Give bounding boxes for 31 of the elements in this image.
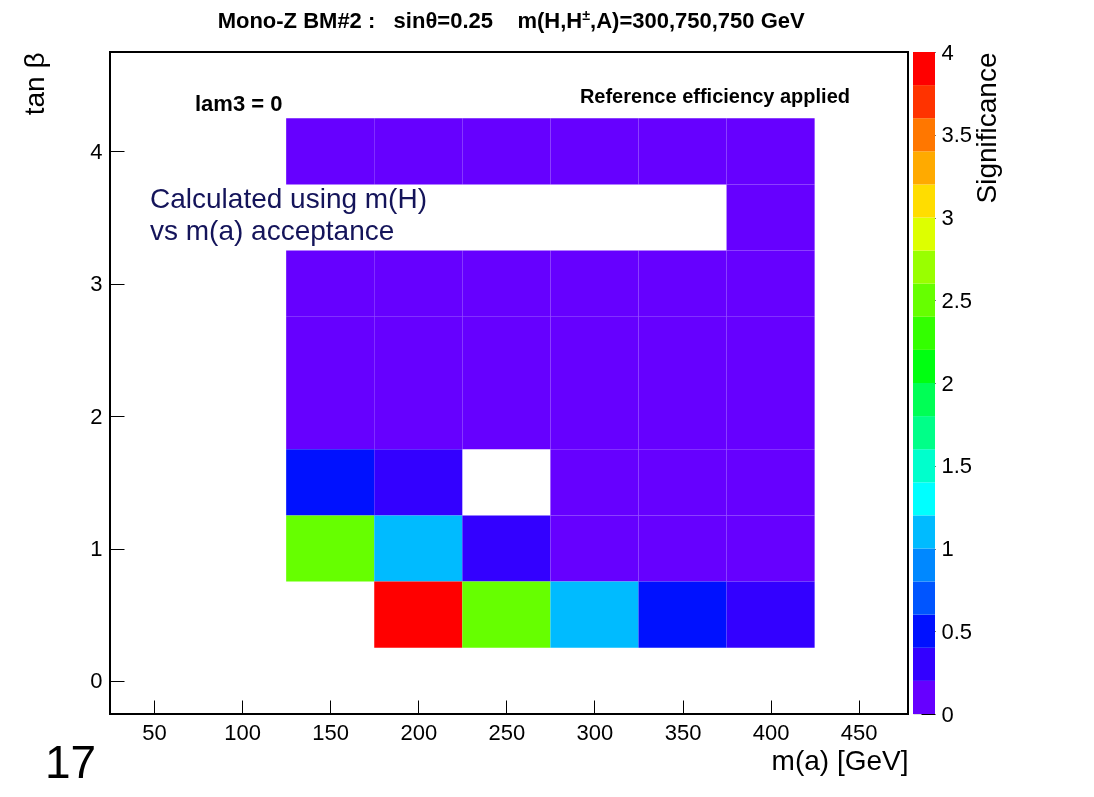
x-tick-label: 200 <box>400 719 438 745</box>
x-tick-label: 300 <box>576 719 614 745</box>
y-tick-label: 0 <box>90 668 103 694</box>
x-axis-title: m(a) [GeV] <box>771 744 909 776</box>
x-tick-label: 250 <box>488 719 526 745</box>
color-bar-label: 1.5 <box>941 453 973 479</box>
y-tick-label: 4 <box>90 138 103 164</box>
color-bar-label: 2.5 <box>941 287 973 313</box>
x-tick-label: 150 <box>312 719 350 745</box>
y-axis-title: tan β <box>19 52 51 116</box>
x-tick-label: 400 <box>752 719 790 745</box>
x-tick-label: 450 <box>840 719 878 745</box>
x-tick-label: 350 <box>664 719 702 745</box>
color-bar-label: 1 <box>941 536 954 561</box>
color-bar-label: 3 <box>941 205 954 230</box>
color-bar-label: 4 <box>941 39 954 65</box>
color-bar-title: Significance <box>971 52 1003 204</box>
color-bar-label: 2 <box>941 370 954 396</box>
text: 17 <box>45 736 97 788</box>
x-tick-label: 100 <box>224 719 261 745</box>
y-tick-label: 3 <box>90 271 103 297</box>
color-bar-label: 0.5 <box>941 618 973 644</box>
annotation: lam3 = 0 <box>195 91 283 116</box>
chart-title: Mono-Z BM#2 : sinθ=0.25 m(H,H$^{±}$,A)=300,750,750 GeV <box>217 7 806 33</box>
color-bar-label: 0 <box>941 701 954 727</box>
y-tick-label: 2 <box>90 403 103 429</box>
color-bar-label: 3.5 <box>941 122 973 148</box>
x-tick-label: 50 <box>142 719 167 745</box>
annotation: Reference efficiency applied <box>579 85 850 107</box>
annotation: Calculated using m(H) vs m(a) acceptance <box>150 183 427 247</box>
y-tick-label: 1 <box>90 536 103 561</box>
